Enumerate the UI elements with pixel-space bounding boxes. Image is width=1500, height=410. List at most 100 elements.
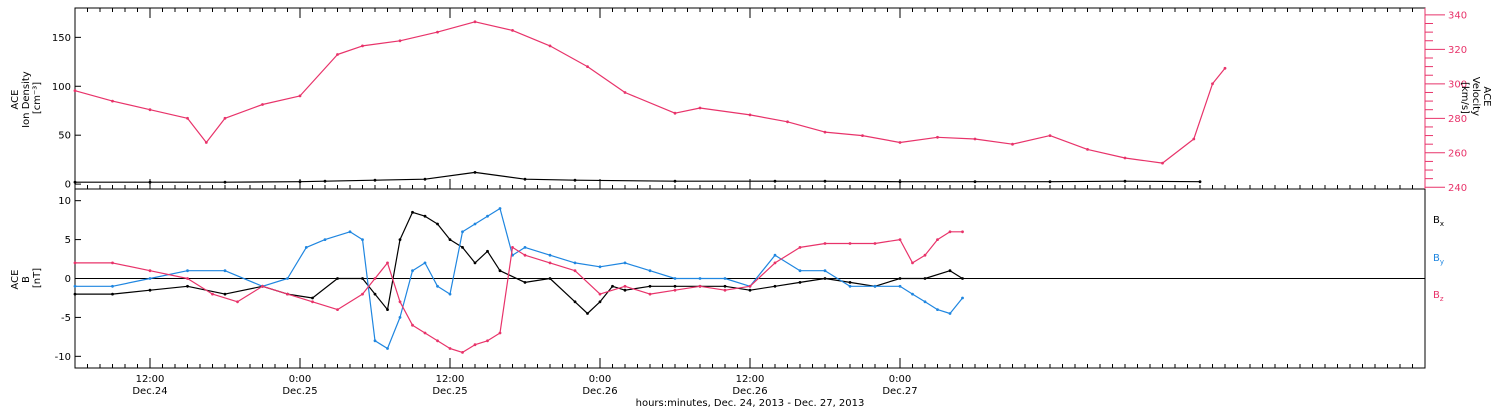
legend-label: B [1433, 253, 1440, 264]
by-series-point [936, 308, 939, 311]
velocity-series-point [398, 39, 402, 43]
x-tick-date-label: Dec.26 [582, 386, 617, 397]
velocity-series-point [1161, 161, 1164, 165]
ion-density-series-point [473, 171, 477, 174]
velocity-series-point [786, 120, 789, 124]
by-series-point [73, 284, 77, 288]
top-right-axis-title-line2: Velocity [1470, 77, 1481, 116]
top-right-tick-label: 240 [1448, 183, 1467, 194]
bz-series-point [261, 284, 264, 288]
velocity-series-point [511, 29, 514, 32]
bx-series-point [73, 292, 77, 296]
by-series-point [436, 284, 439, 288]
by-series-point [898, 284, 902, 288]
top-left-axis-title-line3: [cm⁻³] [32, 82, 43, 114]
by-series-point [223, 269, 227, 273]
velocity-series-point [861, 134, 864, 138]
bx-series-point [598, 300, 602, 304]
legend-subscript: z [1440, 295, 1444, 303]
x-tick-date-label: Dec.26 [732, 386, 767, 397]
bx-series-point [623, 288, 627, 292]
legend-subscript: y [1440, 258, 1444, 266]
ion-density-series-point [73, 180, 77, 184]
bz-series-point [523, 253, 527, 257]
by-series-point [573, 261, 577, 265]
bz-series-point [461, 351, 464, 354]
velocity-series-point [1048, 134, 1052, 138]
by-series-point [698, 277, 702, 280]
velocity-series-point [548, 44, 552, 48]
top-series-group [73, 20, 1227, 184]
by-series-point [961, 296, 964, 300]
bx-series-point [961, 277, 964, 280]
velocity-series-point [1223, 66, 1227, 70]
bz-series-point [373, 277, 377, 280]
bx-series-point [823, 277, 827, 280]
bz-series-point [423, 331, 427, 335]
x-axis-title: hours:minutes, Dec. 24, 2013 - Dec. 27, … [636, 398, 865, 409]
bx-series-point [386, 308, 389, 311]
bz-series-point [398, 300, 402, 304]
bx-series-point [411, 210, 414, 214]
bx-series-point [473, 261, 477, 265]
ion-density-series-point [673, 179, 677, 183]
bz-series-point [648, 292, 652, 296]
bx-series-point [648, 284, 652, 288]
velocity-series-point [898, 141, 902, 144]
top-panel-frame [74, 7, 1426, 190]
legend-label: B [1433, 290, 1440, 301]
ion-density-series-point [1048, 180, 1052, 184]
bz-series-point [498, 331, 502, 335]
by-series-point [286, 277, 289, 280]
ion-density-series-point [973, 180, 977, 184]
bz-series-point [961, 230, 964, 234]
bz-series-line [75, 231, 963, 353]
by-series-point [323, 238, 327, 242]
bx-series-point [148, 288, 152, 292]
bottom-left-axis-title: ACE B [nT] [10, 266, 43, 289]
velocity-series-point [261, 103, 264, 106]
bx-series-point [948, 269, 952, 273]
by-series-point [411, 269, 414, 273]
by-series-point [598, 265, 602, 269]
bz-series-point [448, 347, 452, 350]
x-tick-time-label: 12:00 [736, 374, 765, 385]
top-right-tick-label: 340 [1448, 10, 1467, 21]
bz-series-point [948, 230, 952, 234]
bz-series-point [386, 261, 389, 265]
bx-series-point [448, 238, 452, 242]
bx-series-point [523, 281, 527, 284]
by-series-point [648, 269, 652, 273]
bz-series-point [873, 242, 877, 245]
by-series-point [486, 214, 489, 218]
bz-series-point [511, 246, 514, 249]
ion-density-series-line [75, 171, 1201, 183]
bx-series-point [773, 284, 777, 288]
bz-series-point [936, 238, 939, 242]
bx-series-point [186, 284, 189, 288]
bz-series-point [923, 253, 927, 257]
velocity-series-line [74, 21, 1226, 164]
bz-series-point [773, 261, 777, 265]
ion-density-series-point [423, 177, 427, 181]
legend-label: B [1433, 215, 1440, 226]
ion-density-series-point [823, 179, 827, 183]
bz-series-point [848, 242, 852, 245]
bx-series-point [111, 292, 114, 296]
bx-series-point [611, 284, 614, 288]
top-right-tick-label: 280 [1448, 114, 1467, 125]
bz-series-point [911, 261, 914, 265]
velocity-series-point [1211, 82, 1214, 86]
x-tick-time-label: 12:00 [136, 374, 165, 385]
bx-series-point [723, 284, 727, 288]
velocity-series-point [1011, 142, 1014, 146]
bz-series-point [211, 292, 214, 296]
ion-density-series [73, 171, 1202, 184]
top-left-tick-label: 50 [58, 131, 71, 142]
velocity-series-point [1192, 137, 1196, 141]
velocity-series-point [73, 89, 77, 93]
by-series-point [911, 292, 914, 296]
ion-density-series-point [1123, 179, 1127, 183]
bottom-left-tick-label: 0 [65, 274, 71, 285]
